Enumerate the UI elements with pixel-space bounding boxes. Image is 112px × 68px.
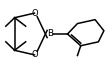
Text: B: B (46, 30, 53, 38)
Text: O: O (31, 50, 37, 59)
Text: O: O (31, 9, 37, 18)
